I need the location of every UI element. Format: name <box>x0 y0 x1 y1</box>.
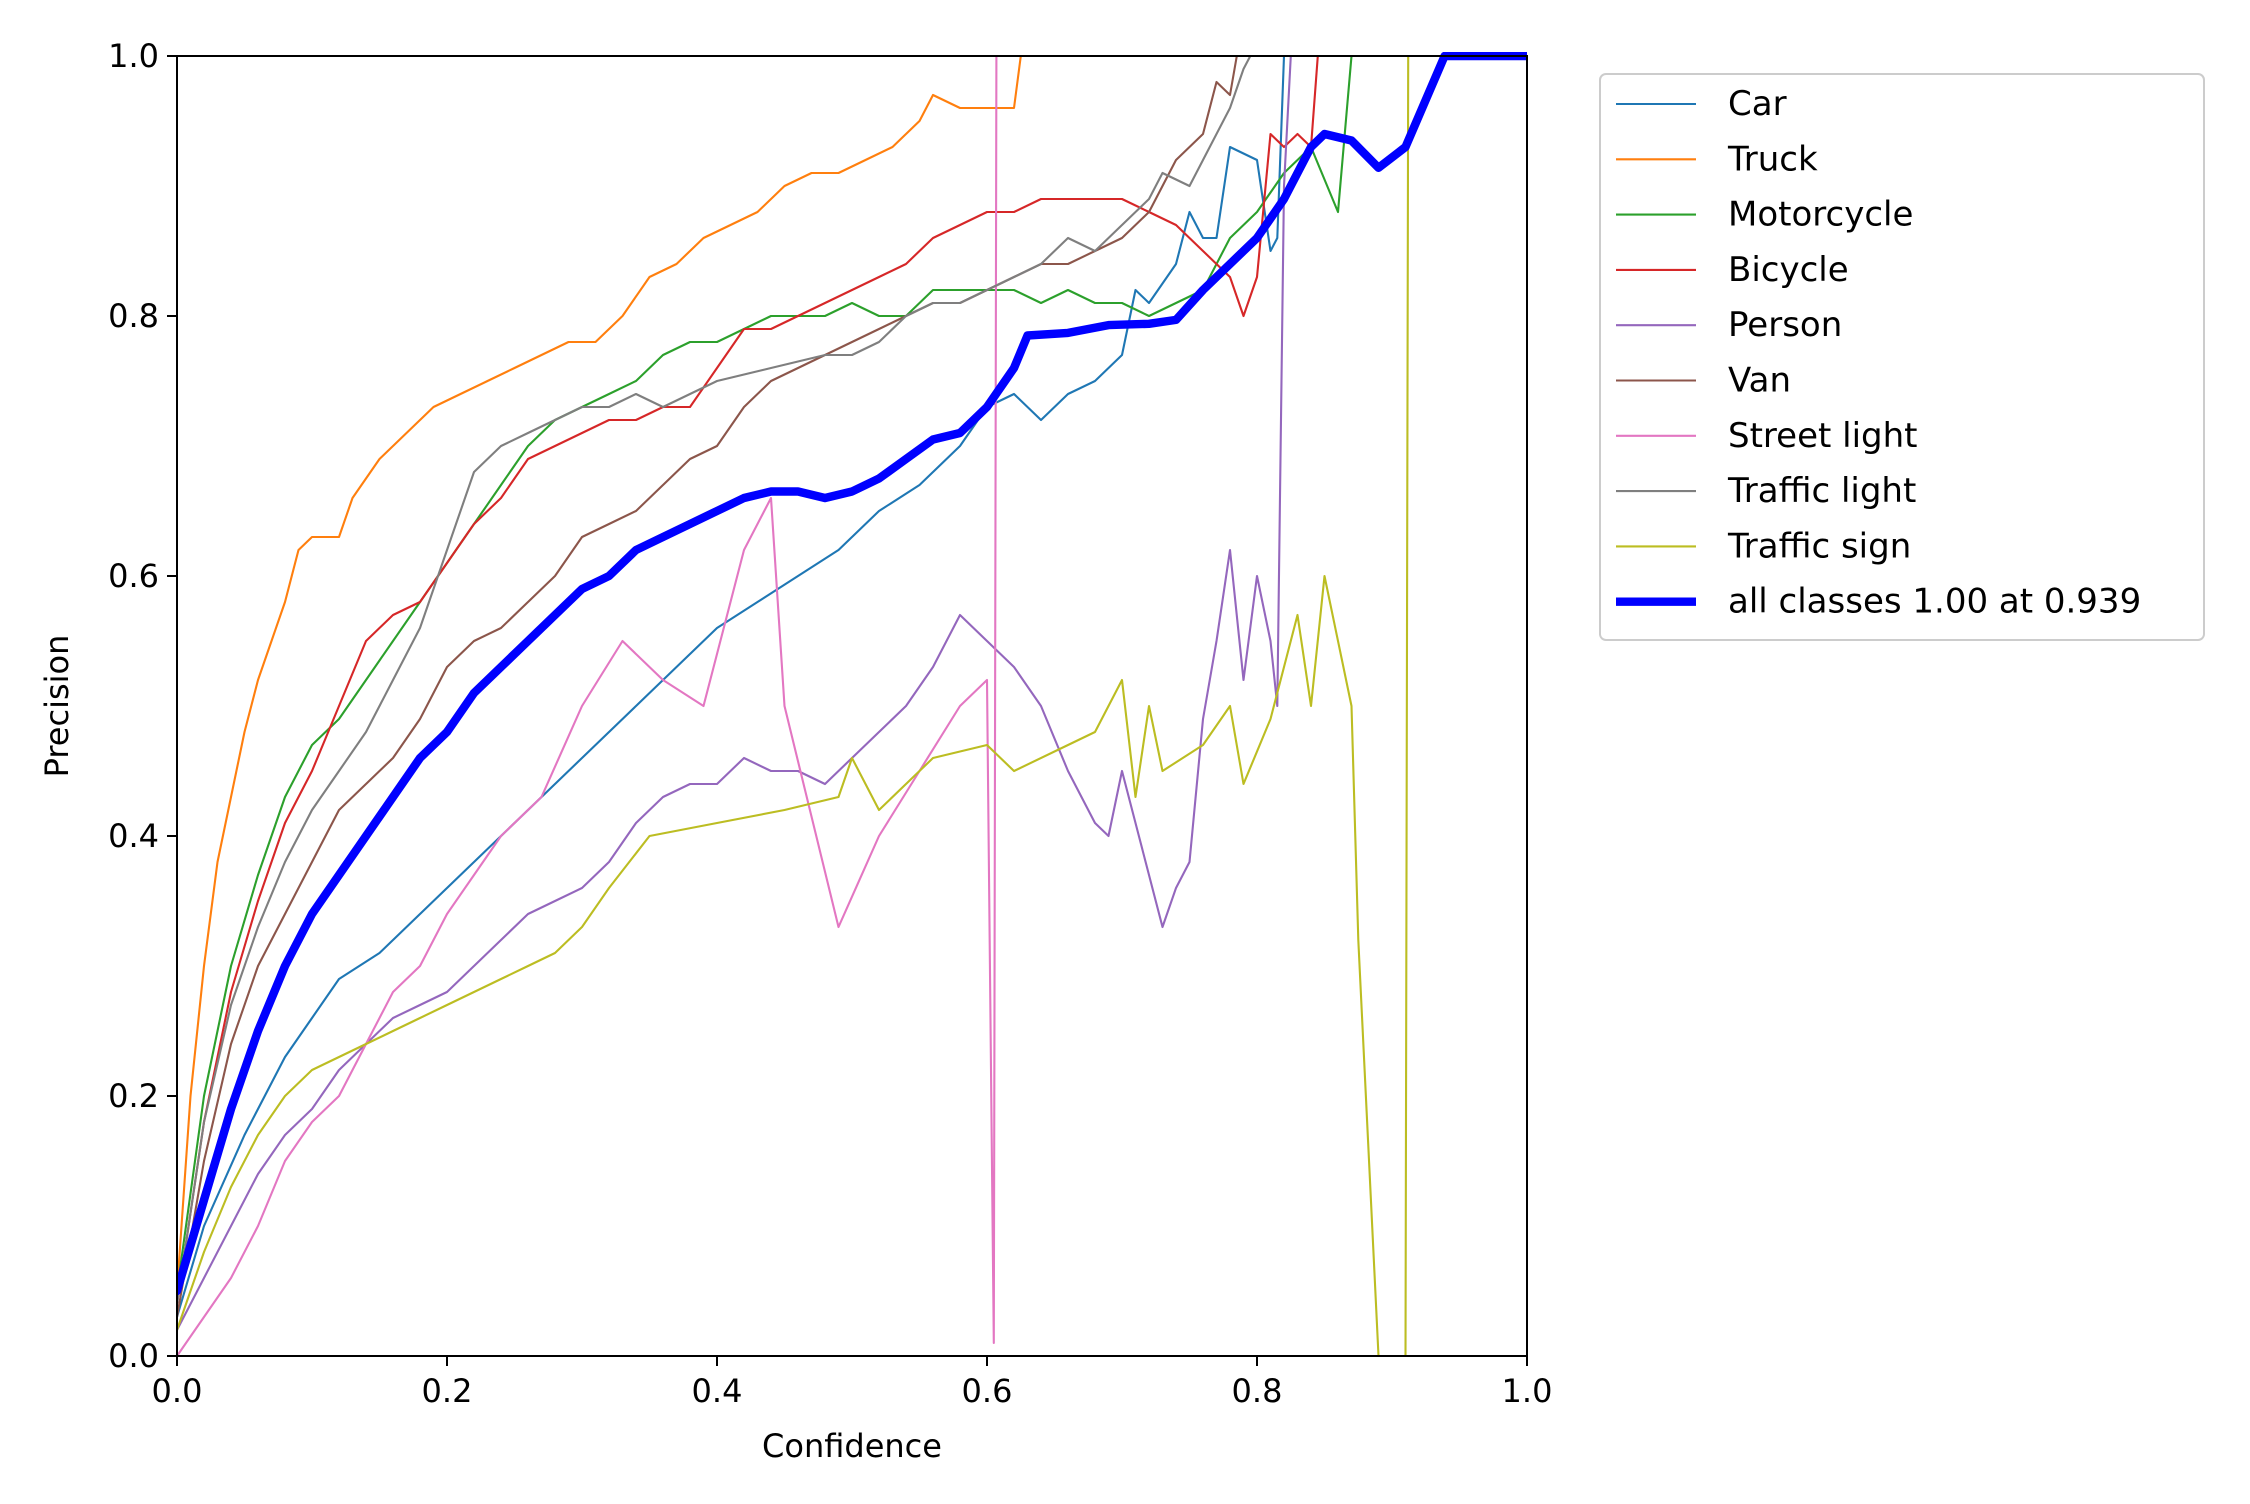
legend-label-person: Person <box>1728 305 1842 345</box>
legend-box <box>1599 73 2205 641</box>
legend-label-street-light: Street light <box>1728 416 1917 456</box>
y-tick-label: 0.4 <box>108 817 159 855</box>
x-tick-label: 0.0 <box>152 1372 203 1410</box>
series-line-street-light <box>177 54 1527 1358</box>
series-line-person <box>177 54 1527 1332</box>
legend-label-traffic-sign: Traffic sign <box>1727 526 1911 566</box>
x-tick-label: 0.8 <box>1232 1372 1283 1410</box>
series-line-van <box>177 54 1527 1319</box>
x-axis-ticks: 0.0 0.2 0.4 0.6 0.8 1.0 <box>152 1356 1553 1410</box>
x-tick-label: 0.2 <box>422 1372 473 1410</box>
series-line-motorcycle <box>177 54 1527 1293</box>
y-axis-label: Precision <box>38 635 76 778</box>
series-line-car <box>177 54 1527 1319</box>
series-line-traffic-sign <box>177 54 1527 1358</box>
series-line-traffic-light <box>177 54 1527 1306</box>
x-tick-label: 0.4 <box>692 1372 743 1410</box>
legend-label-all-classes-1-00-at-0-939: all classes 1.00 at 0.939 <box>1728 582 2141 622</box>
y-tick-label: 0.0 <box>108 1337 159 1375</box>
y-tick-label: 1.0 <box>108 37 159 75</box>
legend-label-motorcycle: Motorcycle <box>1728 195 1913 235</box>
y-tick-label: 0.8 <box>108 297 159 335</box>
y-axis-ticks: 0.0 0.2 0.4 0.6 0.8 1.0 <box>108 37 177 1375</box>
x-tick-label: 0.6 <box>962 1372 1013 1410</box>
legend-label-truck: Truck <box>1727 139 1818 179</box>
legend-label-van: Van <box>1728 361 1791 401</box>
series-line-all-classes-1-00-at-0-939 <box>177 52 1527 1296</box>
y-tick-label: 0.2 <box>108 1077 159 1115</box>
legend-label-bicycle: Bicycle <box>1728 250 1849 290</box>
legend-label-traffic-light: Traffic light <box>1727 471 1916 511</box>
legend: Car Truck Motorcycle Bicycle Person Van Street… <box>1599 73 2205 641</box>
series-line-truck <box>177 54 1527 1293</box>
legend-label-car: Car <box>1728 84 1787 124</box>
plot-frame <box>176 55 1528 1357</box>
series-lines <box>177 52 1527 1358</box>
x-tick-label: 1.0 <box>1502 1372 1553 1410</box>
series-line-bicycle <box>177 54 1527 1306</box>
x-axis-label: Confidence <box>762 1427 942 1465</box>
y-tick-label: 0.6 <box>108 557 159 595</box>
